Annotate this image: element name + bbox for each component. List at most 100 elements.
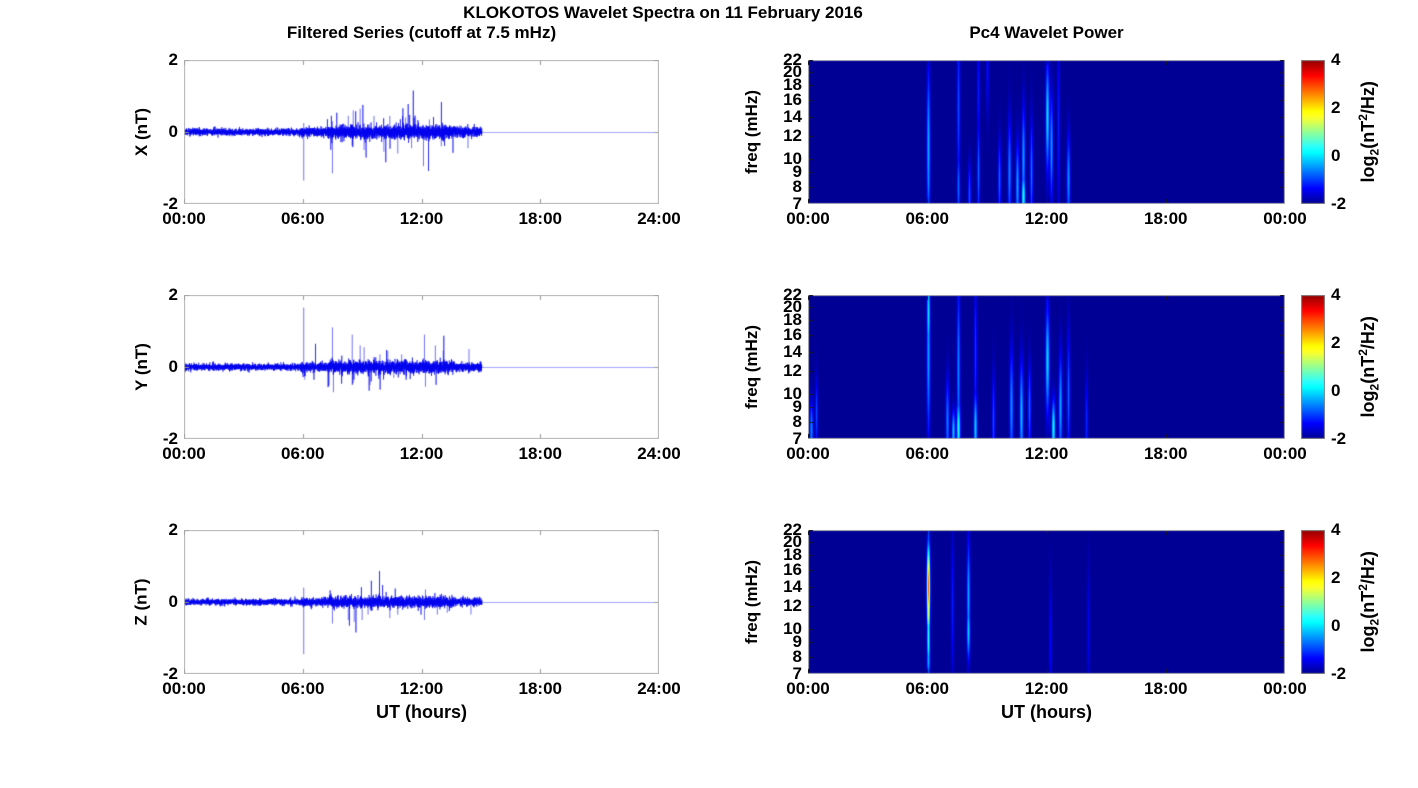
x-tick-label: 06:00 <box>905 679 949 698</box>
x-tick-label: 00:00 <box>1263 209 1307 228</box>
y-tick-label: 14 <box>783 576 802 596</box>
x-filtered-plot-canvas <box>184 60 659 204</box>
colorbar-gradient-canvas <box>1301 60 1325 204</box>
colorbar-tick-label: -2 <box>1331 194 1347 213</box>
subplot-x-filtered: X (nT) 00:00 06:00 12:00 18:00 24:00 2 0 -2 <box>132 50 681 228</box>
x-tick-label: 12:00 <box>399 679 444 698</box>
x-tick-label: 00:00 <box>786 444 830 463</box>
y-tick-label: 20 <box>783 531 802 551</box>
y-tick-label: 7 <box>792 194 802 213</box>
y-tick-label: 0 <box>168 592 178 611</box>
x-tick-label: 12:00 <box>1024 679 1069 698</box>
x-tick-label: 00:00 <box>162 209 206 228</box>
y-tick-label: 10 <box>783 619 802 639</box>
figure-title: KLOKOTOS Wavelet Spectra on 11 February … <box>463 3 863 22</box>
y-tick-label: 2 <box>168 50 178 69</box>
y-tick-label: 14 <box>783 341 802 361</box>
colorbar-tick-label: 2 <box>1331 333 1341 352</box>
subplot-y-wavelet: freq (mHz) 00:00 06:00 12:00 18:00 00:00 22 20… <box>742 285 1307 463</box>
y-tick-label: -2 <box>162 194 178 213</box>
y-tick-label: 18 <box>783 310 802 330</box>
y-tick-label: 9 <box>792 632 802 652</box>
colorbar-tick-label: 2 <box>1331 98 1341 117</box>
x-tick-label: 06:00 <box>281 679 325 698</box>
colorbar-tick-label: 4 <box>1331 50 1341 69</box>
colorbar-label: log2(nT2/Hz) <box>1349 60 1389 204</box>
colorbar-tick-label: 4 <box>1331 520 1341 539</box>
colorbar-tick-label: 4 <box>1331 285 1341 304</box>
colorbar-tick-label: -2 <box>1331 664 1347 683</box>
y-tick-label: 18 <box>783 545 802 565</box>
y-tick-label: 9 <box>792 397 802 417</box>
y-tick-label: 14 <box>783 106 802 126</box>
colorbar-tick-label: 0 <box>1331 146 1341 165</box>
x-tick-label: 00:00 <box>162 679 206 698</box>
colorbar-gradient-canvas <box>1301 295 1325 439</box>
y-tick-label: 0 <box>168 122 178 141</box>
y-tick-label: 22 <box>783 285 802 304</box>
y-tick-label: 8 <box>792 647 802 667</box>
z-wavelet-spectrogram-canvas <box>808 530 1285 674</box>
x-tick-label: 00:00 <box>162 444 206 463</box>
y-tick-label: 10 <box>783 149 802 169</box>
x-tick-label: 18:00 <box>518 444 562 463</box>
y-tick-label: 7 <box>792 664 802 683</box>
colorbar-z: log2(nT2/Hz) 4 2 0 -2 <box>1301 520 1382 683</box>
y-tick-label: -2 <box>162 664 178 683</box>
x-tick-label: 24:00 <box>637 444 681 463</box>
y-tick-label: -2 <box>162 429 178 448</box>
subplot-y-filtered: Y (nT) 00:00 06:00 12:00 18:00 24:00 2 0 -2 <box>132 285 681 463</box>
x-tick-label: 12:00 <box>1024 209 1069 228</box>
y-tick-label: 22 <box>783 520 802 539</box>
x-tick-label: 06:00 <box>905 209 949 228</box>
y-tick-label: 2 <box>168 520 178 539</box>
x-tick-label: 06:00 <box>281 209 325 228</box>
y-tick-label: 12 <box>783 596 802 616</box>
x-tick-label: 24:00 <box>637 209 681 228</box>
colorbar-label: log2(nT2/Hz) <box>1349 295 1389 439</box>
x-tick-label: 00:00 <box>1263 444 1307 463</box>
x-tick-label: 18:00 <box>518 209 562 228</box>
x-tick-label: 06:00 <box>281 444 325 463</box>
x-wavelet-spectrogram-canvas <box>808 60 1285 204</box>
y-tick-label: 22 <box>783 50 802 69</box>
x-tick-label: 12:00 <box>399 444 444 463</box>
x-tick-label: 12:00 <box>1024 444 1069 463</box>
y-tick-label: 16 <box>783 325 802 345</box>
colorbar-label: log2(nT2/Hz) <box>1349 530 1389 674</box>
z-filtered-plot-canvas <box>184 530 659 674</box>
y-tick-label: 8 <box>792 412 802 432</box>
subplot-x-wavelet: freq (mHz) 00:00 06:00 12:00 18:00 00:00 22 20… <box>742 50 1307 228</box>
left-column-title: Filtered Series (cutoff at 7.5 mHz) <box>286 23 557 42</box>
y-tick-label: 12 <box>783 361 802 381</box>
y-tick-label: 16 <box>783 90 802 110</box>
y-tick-label: 16 <box>783 560 802 580</box>
y-tick-label: 10 <box>783 384 802 404</box>
x-tick-label: 00:00 <box>786 679 830 698</box>
colorbar-x: log2(nT2/Hz) 4 2 0 -2 <box>1301 50 1382 213</box>
x-tick-label: 18:00 <box>518 679 562 698</box>
y-tick-label: 20 <box>783 61 802 81</box>
x-tick-label: 06:00 <box>905 444 949 463</box>
y-filtered-plot-canvas <box>184 295 659 439</box>
y-tick-label: 9 <box>792 162 802 182</box>
x-axis-label-right: UT (hours) <box>1001 702 1092 722</box>
y-tick-label: 0 <box>168 357 178 376</box>
colorbar-gradient-canvas <box>1301 530 1325 674</box>
subplot-z-wavelet: freq (mHz) 00:00 06:00 12:00 18:00 00:00 22 20… <box>742 520 1307 698</box>
y-tick-label: 2 <box>168 285 178 304</box>
x-tick-label: 18:00 <box>1144 209 1188 228</box>
x-tick-label: 18:00 <box>1144 444 1188 463</box>
y-tick-label: 20 <box>783 296 802 316</box>
y-tick-label: 8 <box>792 177 802 197</box>
colorbar-tick-label: 0 <box>1331 616 1341 635</box>
x-tick-label: 12:00 <box>399 209 444 228</box>
x-tick-label: 24:00 <box>637 679 681 698</box>
x-tick-label: 00:00 <box>786 209 830 228</box>
x-tick-label: 18:00 <box>1144 679 1188 698</box>
subplot-z-filtered: Z (nT) 00:00 06:00 12:00 18:00 24:00 2 0 -2 <box>132 520 681 698</box>
y-wavelet-spectrogram-canvas <box>808 295 1285 439</box>
colorbar-y: log2(nT2/Hz) 4 2 0 -2 <box>1301 285 1382 448</box>
right-column-title: Pc4 Wavelet Power <box>969 23 1124 42</box>
y-tick-label: 7 <box>792 429 802 448</box>
